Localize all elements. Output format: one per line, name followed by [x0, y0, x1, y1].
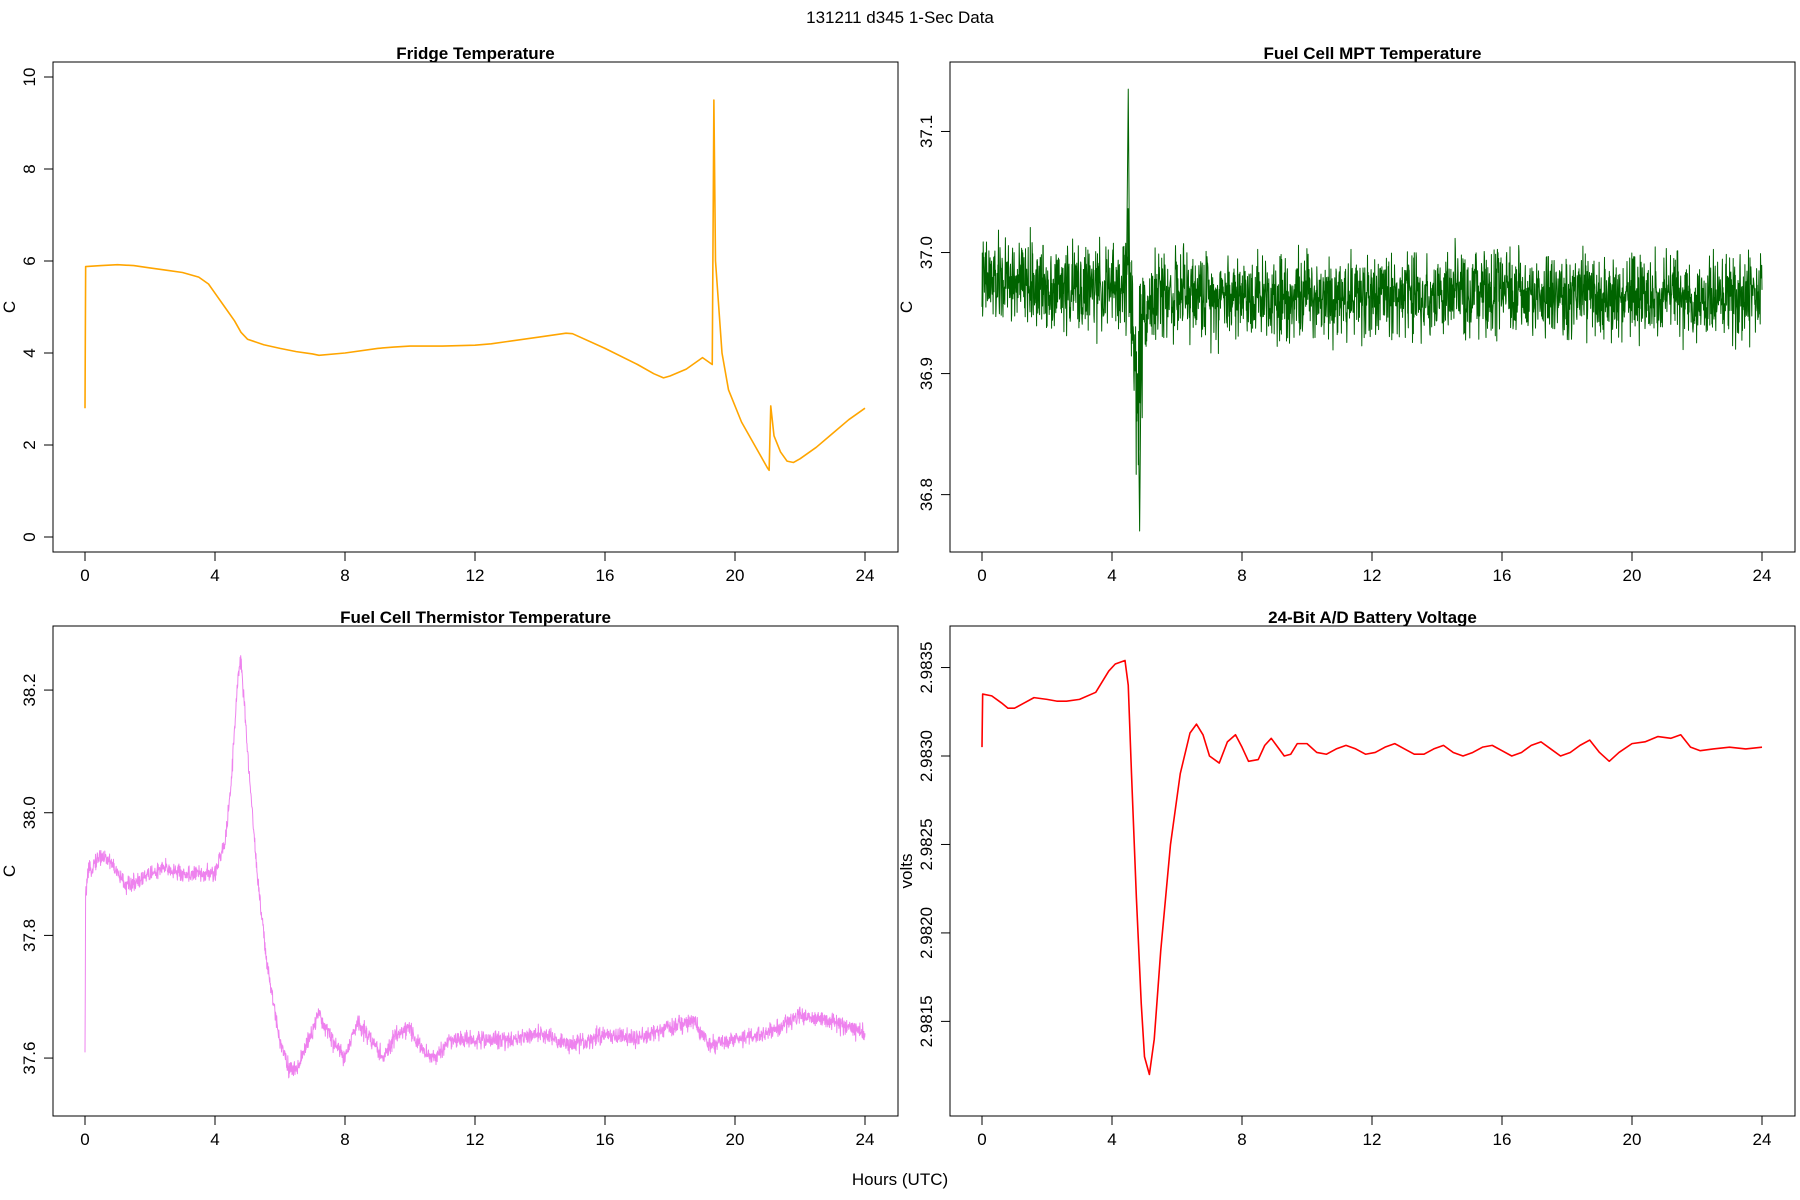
- x-axis-label: Hours (UTC): [852, 1170, 948, 1189]
- y-axis-label-thermistor: C: [0, 865, 19, 877]
- x-tick-label: 16: [1493, 1130, 1512, 1149]
- y-tick-label: 37.6: [20, 1042, 39, 1075]
- x-tick-label: 24: [1753, 566, 1772, 585]
- x-tick-label: 20: [726, 1130, 745, 1149]
- x-tick-label: 0: [80, 1130, 89, 1149]
- x-tick-label: 0: [80, 566, 89, 585]
- y-tick-label: 2.9820: [917, 907, 936, 959]
- x-tick-label: 8: [340, 1130, 349, 1149]
- x-tick-label: 8: [1237, 566, 1246, 585]
- x-tick-label: 12: [466, 1130, 485, 1149]
- x-tick-label: 8: [340, 566, 349, 585]
- x-tick-label: 16: [596, 1130, 615, 1149]
- panel-title-thermistor: Fuel Cell Thermistor Temperature: [340, 608, 611, 627]
- panel-title-fridge: Fridge Temperature: [396, 44, 554, 63]
- panel-title-battery: 24-Bit A/D Battery Voltage: [1268, 608, 1477, 627]
- y-tick-label: 8: [20, 164, 39, 173]
- y-tick-label: 38.0: [20, 796, 39, 829]
- y-axis-label-mpt: C: [897, 301, 916, 313]
- x-tick-label: 24: [1753, 1130, 1772, 1149]
- x-tick-label: 12: [466, 566, 485, 585]
- y-tick-label: 36.8: [917, 478, 936, 511]
- x-tick-label: 20: [726, 566, 745, 585]
- x-tick-label: 16: [1493, 566, 1512, 585]
- y-tick-label: 6: [20, 256, 39, 265]
- y-tick-label: 2.9815: [917, 995, 936, 1047]
- x-tick-label: 24: [856, 1130, 875, 1149]
- x-tick-label: 20: [1623, 566, 1642, 585]
- x-tick-label: 12: [1363, 1130, 1382, 1149]
- y-axis-label-fridge: C: [0, 301, 19, 313]
- y-tick-label: 4: [20, 348, 39, 357]
- panel-battery: 24-Bit A/D Battery Voltage 0 4 8 12 16 20 24 2.9…: [897, 608, 1796, 1149]
- series-line-fridge: [84, 99, 866, 472]
- x-tick-label: 4: [210, 566, 219, 585]
- y-tick-label: 2.9825: [917, 818, 936, 870]
- main-title: 131211 d345 1-Sec Data: [806, 8, 994, 27]
- x-tick-label: 16: [596, 566, 615, 585]
- x-tick-label: 12: [1363, 566, 1382, 585]
- x-tick-label: 0: [977, 1130, 986, 1149]
- y-tick-label: 38.2: [20, 674, 39, 707]
- panel-thermistor: Fuel Cell Thermistor Temperature 0 4 8 12 16 2…: [0, 608, 899, 1149]
- x-tick-label: 20: [1623, 1130, 1642, 1149]
- x-tick-label: 4: [1107, 566, 1116, 585]
- x-tick-label: 4: [210, 1130, 219, 1149]
- y-tick-label: 2.9830: [917, 730, 936, 782]
- y-tick-label: 36.9: [917, 357, 936, 390]
- y-tick-label: 10: [20, 68, 39, 87]
- series-line-battery: [981, 659, 1763, 1076]
- y-tick-label: 37.8: [20, 919, 39, 952]
- y-tick-label: 2: [20, 440, 39, 449]
- y-tick-label: 37.1: [917, 115, 936, 148]
- y-tick-label: 2.9835: [917, 642, 936, 694]
- y-axis-label-battery: volts: [897, 854, 916, 889]
- x-tick-label: 8: [1237, 1130, 1246, 1149]
- x-tick-label: 4: [1107, 1130, 1116, 1149]
- series-line-mpt: [981, 88, 1763, 532]
- x-tick-label: 24: [856, 566, 875, 585]
- series-line-thermistor: [84, 655, 866, 1079]
- x-tick-label: 0: [977, 566, 986, 585]
- y-tick-label: 0: [20, 532, 39, 541]
- y-tick-label: 37.0: [917, 236, 936, 269]
- panel-title-mpt: Fuel Cell MPT Temperature: [1264, 44, 1482, 63]
- panel-mpt: Fuel Cell MPT Temperature 0 4 8 12 16 20 24 36.8…: [897, 44, 1796, 585]
